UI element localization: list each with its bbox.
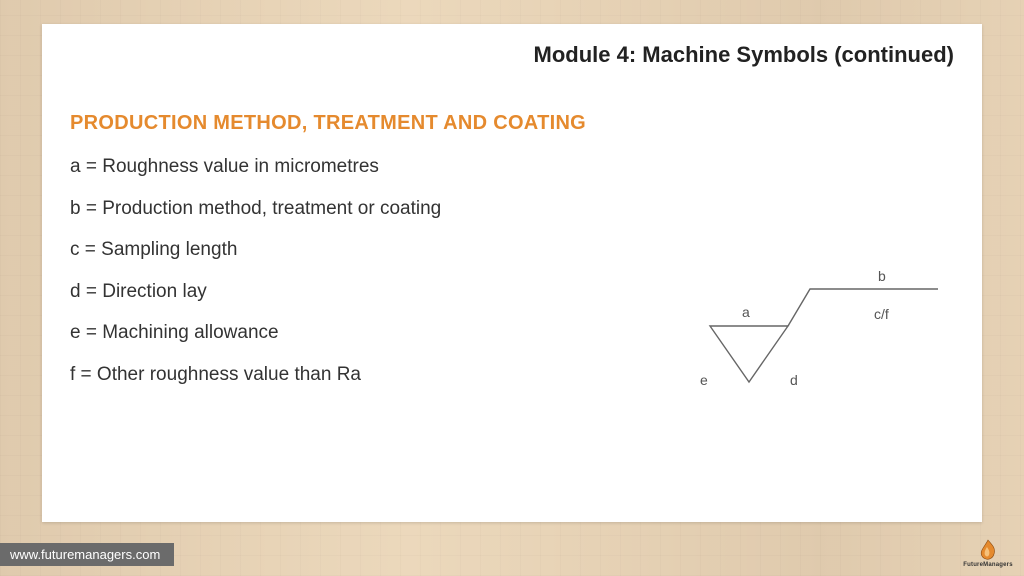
footer-url-text: www.futuremanagers.com — [10, 547, 160, 562]
slide-card: Module 4: Machine Symbols (continued) PR… — [42, 24, 982, 522]
diagram-label-cf: c/f — [874, 306, 889, 322]
section-heading: PRODUCTION METHOD, TREATMENT AND COATING — [70, 112, 954, 135]
surface-symbol-diagram: a b c/f d e — [670, 234, 950, 404]
footer-url-bar: www.futuremanagers.com — [0, 543, 174, 566]
symbol-triangle — [710, 326, 788, 382]
surface-symbol-svg — [670, 234, 950, 404]
brand-name: FutureManagers — [963, 562, 1012, 568]
brand-logo: FutureManagers — [966, 534, 1010, 568]
diagram-label-d: d — [790, 372, 798, 388]
definition-item: a = Roughness value in micrometres — [70, 153, 954, 181]
slide-title: Module 4: Machine Symbols (continued) — [70, 42, 954, 68]
definition-item: b = Production method, treatment or coat… — [70, 195, 954, 223]
slide-background: Module 4: Machine Symbols (continued) PR… — [0, 0, 1024, 576]
symbol-reference-line — [788, 289, 938, 326]
diagram-label-a: a — [742, 304, 750, 320]
diagram-label-b: b — [878, 268, 886, 284]
diagram-label-e: e — [700, 372, 708, 388]
flame-icon — [975, 539, 1001, 561]
